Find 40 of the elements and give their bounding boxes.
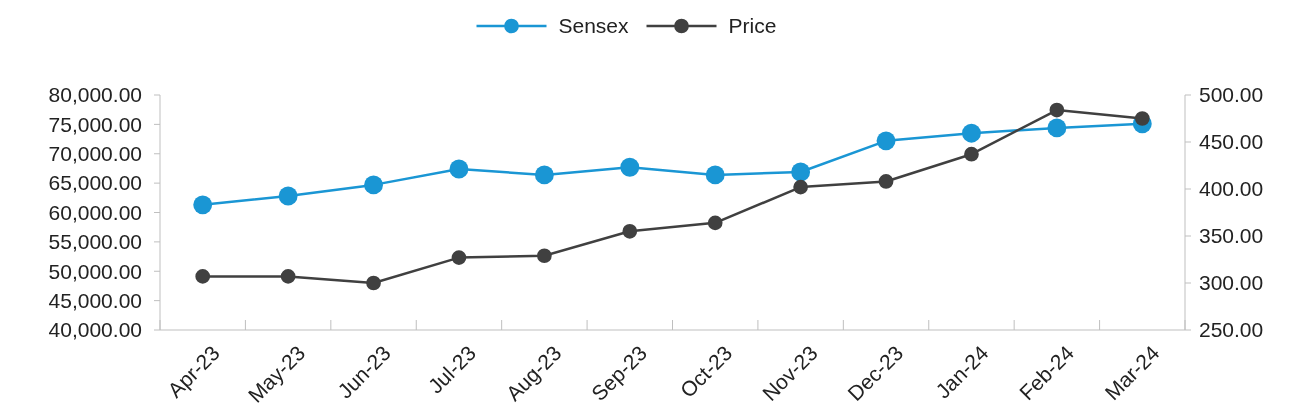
y2-tick-label: 400.00	[1199, 177, 1264, 201]
point	[793, 179, 808, 195]
point	[364, 175, 383, 195]
point	[537, 248, 552, 264]
point	[451, 250, 467, 265]
y-tick-label: 75,000.00	[48, 112, 142, 136]
point	[1134, 111, 1150, 126]
point	[878, 174, 894, 189]
point	[964, 146, 979, 162]
y2-tick-label: 250.00	[1199, 318, 1264, 342]
y-tick-label: 45,000.00	[48, 288, 142, 312]
y-tick-label: 65,000.00	[48, 171, 142, 195]
y-tick-label: 40,000.00	[48, 318, 142, 342]
y2-tick-label: 500.00	[1199, 83, 1264, 107]
y-tick-label: 70,000.00	[48, 142, 142, 166]
point	[1049, 102, 1065, 118]
legend-label: Sensex	[558, 14, 630, 38]
point	[280, 269, 296, 284]
point	[1047, 118, 1067, 138]
point	[962, 123, 981, 143]
y-tick-label: 50,000.00	[48, 259, 142, 283]
point	[791, 162, 811, 182]
y2-tick-label: 350.00	[1199, 224, 1264, 248]
legend-label: Price	[728, 14, 777, 38]
point	[449, 159, 469, 179]
point	[195, 269, 211, 284]
y-tick-label: 60,000.00	[48, 200, 142, 224]
y2-tick-label: 450.00	[1199, 130, 1264, 154]
point	[705, 165, 725, 185]
point	[876, 131, 896, 151]
point	[193, 195, 213, 215]
y-tick-label: 55,000.00	[48, 230, 142, 254]
point	[620, 157, 640, 177]
point	[366, 275, 381, 291]
y-tick-label: 80,000.00	[48, 83, 142, 107]
point	[534, 165, 554, 185]
y2-tick-label: 300.00	[1199, 271, 1264, 295]
point	[707, 215, 723, 231]
point	[278, 186, 298, 206]
point	[622, 223, 638, 239]
